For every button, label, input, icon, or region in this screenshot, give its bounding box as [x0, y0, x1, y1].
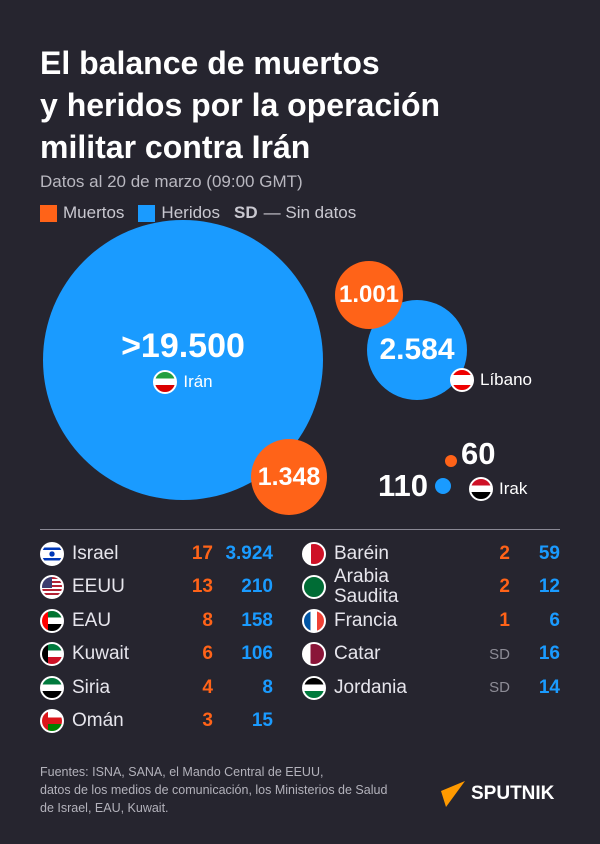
- bubble-iran-dead: 1.348: [251, 439, 327, 515]
- bubble-lebanon-dead: 1.001: [335, 261, 403, 329]
- lebanon-dead-label: 1.001: [338, 281, 400, 308]
- table-row: Siria 4 8: [40, 673, 273, 703]
- iraq-wounded-label: 110: [378, 468, 429, 503]
- dead-count: 1: [499, 609, 510, 631]
- table-row: Francia 1 6: [302, 606, 560, 636]
- dead-swatch: [40, 204, 57, 222]
- wounded-count: 12: [538, 576, 560, 598]
- country-name: Catar: [334, 643, 381, 665]
- bahrain-flag-icon: [302, 542, 326, 566]
- country-name: Jordania: [334, 676, 407, 698]
- legend-dead: Muertos: [63, 203, 125, 222]
- israel-flag-icon: [40, 542, 64, 566]
- lebanon-wounded-label: 2.584: [379, 333, 455, 366]
- iraq-country-label: Irak: [469, 477, 527, 501]
- kuwait-flag-icon: [40, 642, 64, 667]
- wounded-count: 14: [538, 676, 560, 698]
- sputnik-logo: SPUTNIK: [441, 781, 554, 807]
- dead-count: 6: [202, 643, 213, 665]
- legend-sd-text: — Sin datos: [263, 203, 357, 222]
- dead-count: 13: [191, 576, 213, 598]
- wounded-count: 210: [241, 576, 273, 598]
- france-flag-icon: [302, 608, 326, 633]
- dead-count: 4: [202, 676, 213, 698]
- syria-flag-icon: [40, 675, 64, 700]
- divider: [40, 529, 560, 530]
- iran-country-label: Irán: [153, 369, 213, 394]
- uae-flag-icon: [40, 608, 64, 633]
- legend-wounded: Heridos: [161, 203, 221, 222]
- wounded-swatch: [138, 204, 156, 222]
- table-row: EAU 8 158: [40, 606, 273, 636]
- dead-count: SD: [489, 645, 510, 663]
- bubble-iraq-wounded: [435, 478, 451, 494]
- table-row: Kuwait 6 106: [40, 639, 273, 669]
- iraq-dead-label: 60: [461, 436, 496, 471]
- wounded-count: 3.924: [225, 543, 273, 564]
- country-name: Omán: [72, 710, 124, 731]
- dead-count: SD: [489, 679, 510, 697]
- saudi-flag-icon: [302, 575, 326, 600]
- country-name: Francia: [334, 609, 398, 631]
- wounded-count: 6: [549, 609, 560, 631]
- table-row: Catar SD 16: [302, 639, 560, 669]
- wounded-count: 158: [241, 609, 273, 631]
- country-name: Israel: [72, 543, 119, 564]
- legend-sd: SD: [234, 203, 258, 222]
- country-name: Siria: [72, 676, 111, 698]
- table-row: Jordania SD 14: [302, 673, 560, 703]
- legend: Muertos Heridos SD — Sin datos: [40, 203, 356, 223]
- dead-count: 2: [499, 543, 510, 564]
- wounded-count: 16: [538, 643, 560, 665]
- sputnik-logo-icon: [441, 781, 465, 807]
- table-row: Baréin 2 59: [302, 539, 560, 569]
- table-row: Israel 17 3.924: [40, 539, 273, 569]
- country-name: Baréin: [334, 543, 389, 564]
- dead-count: 8: [202, 609, 213, 631]
- lebanon-country-label: Líbano: [450, 368, 532, 392]
- usa-flag-icon: [40, 575, 64, 600]
- subtitle: Datos al 20 de marzo (09:00 GMT): [40, 172, 303, 191]
- iran-flag-icon: [153, 369, 178, 394]
- iraq-flag-icon: [469, 477, 493, 501]
- table-row: Omán 3 15: [40, 706, 273, 736]
- wounded-count: 59: [538, 543, 560, 564]
- page-title: El balance de muertos y heridos por la o…: [40, 45, 441, 165]
- wounded-count: 15: [251, 710, 273, 731]
- wounded-count: 8: [262, 676, 273, 698]
- country-name: Kuwait: [72, 643, 130, 665]
- lebanon-flag-icon: [450, 368, 474, 392]
- dead-count: 17: [191, 543, 213, 564]
- dead-count: 3: [202, 710, 213, 731]
- iran-wounded-label: >19.500: [121, 326, 245, 365]
- jordan-flag-icon: [302, 675, 326, 700]
- wounded-count: 106: [241, 643, 273, 665]
- iran-dead-label: 1.348: [257, 462, 321, 491]
- qatar-flag-icon: [302, 642, 326, 667]
- table-row: EEUU 13 210: [40, 572, 273, 602]
- oman-flag-icon: [40, 709, 64, 733]
- country-name: EEUU: [72, 576, 125, 598]
- table-row: Arabia Saudita 2 12: [302, 567, 560, 607]
- country-name: Arabia Saudita: [334, 566, 399, 608]
- country-name: EAU: [72, 609, 112, 631]
- dead-count: 2: [499, 576, 510, 598]
- sources: Fuentes: ISNA, SANA, el Mando Central de…: [40, 765, 388, 815]
- bubble-iraq-dead: [445, 455, 457, 467]
